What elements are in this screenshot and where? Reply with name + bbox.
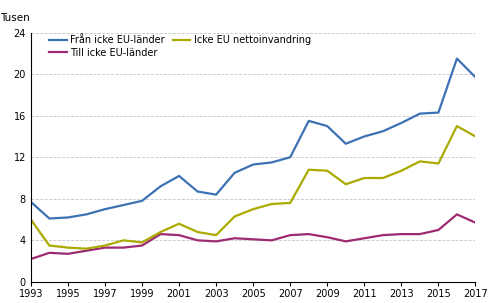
Från icke EU-länder [435,111,441,115]
Icke EU nettoinvandring [139,241,145,244]
Till icke EU-länder [380,233,386,237]
Icke EU nettoinvandring [380,176,386,180]
Från icke EU-länder [380,129,386,133]
Från icke EU-länder [232,171,238,175]
Icke EU nettoinvandring [399,169,404,173]
Till icke EU-länder [269,238,275,242]
Från icke EU-länder [343,142,349,145]
Till icke EU-länder [28,257,34,261]
Icke EU nettoinvandring [361,176,367,180]
Icke EU nettoinvandring [176,222,182,225]
Icke EU nettoinvandring [28,218,34,221]
Icke EU nettoinvandring [84,247,90,251]
Icke EU nettoinvandring [121,238,126,242]
Till icke EU-länder [324,235,330,239]
Till icke EU-länder [139,244,145,247]
Till icke EU-länder [472,221,478,225]
Icke EU nettoinvandring [306,168,312,171]
Till icke EU-länder [65,252,71,256]
Legend: Från icke EU-länder, Till icke EU-länder, Icke EU nettoinvandring: Från icke EU-länder, Till icke EU-länder… [49,35,311,58]
Icke EU nettoinvandring [472,135,478,138]
Till icke EU-länder [213,240,219,243]
Icke EU nettoinvandring [102,244,108,247]
Line: Icke EU nettoinvandring: Icke EU nettoinvandring [31,126,475,249]
Från icke EU-länder [269,161,275,164]
Från icke EU-länder [213,193,219,196]
Till icke EU-länder [250,238,256,241]
Från icke EU-länder [121,203,126,207]
Från icke EU-länder [306,119,312,123]
Till icke EU-länder [399,232,404,236]
Från icke EU-länder [176,174,182,178]
Till icke EU-länder [157,232,163,236]
Line: Från icke EU-länder: Från icke EU-länder [31,58,475,218]
Från icke EU-länder [250,163,256,166]
Från icke EU-länder [28,200,34,204]
Till icke EU-länder [417,232,423,236]
Till icke EU-länder [46,251,52,255]
Från icke EU-länder [84,212,90,216]
Icke EU nettoinvandring [454,124,460,128]
Från icke EU-länder [417,112,423,115]
Icke EU nettoinvandring [46,244,52,247]
Icke EU nettoinvandring [324,169,330,173]
Till icke EU-länder [306,232,312,236]
Från icke EU-länder [472,75,478,79]
Till icke EU-länder [454,212,460,216]
Till icke EU-länder [102,246,108,249]
Till icke EU-länder [232,236,238,240]
Från icke EU-länder [287,155,293,159]
Icke EU nettoinvandring [287,201,293,205]
Icke EU nettoinvandring [435,162,441,165]
Till icke EU-länder [195,238,201,242]
Line: Till icke EU-länder: Till icke EU-länder [31,214,475,259]
Icke EU nettoinvandring [343,182,349,186]
Till icke EU-länder [435,228,441,232]
Icke EU nettoinvandring [157,230,163,234]
Icke EU nettoinvandring [65,246,71,249]
Från icke EU-länder [454,57,460,60]
Från icke EU-länder [195,190,201,193]
Icke EU nettoinvandring [213,233,219,237]
Icke EU nettoinvandring [417,160,423,163]
Till icke EU-länder [84,249,90,252]
Från icke EU-länder [157,185,163,188]
Icke EU nettoinvandring [195,230,201,234]
Text: Tusen: Tusen [0,13,30,23]
Till icke EU-länder [343,240,349,243]
Från icke EU-länder [139,199,145,203]
Till icke EU-länder [121,246,126,249]
Till icke EU-länder [287,233,293,237]
Från icke EU-länder [324,124,330,128]
Från icke EU-länder [361,135,367,138]
Icke EU nettoinvandring [269,202,275,206]
Från icke EU-länder [65,216,71,219]
Från icke EU-länder [102,207,108,211]
Icke EU nettoinvandring [232,215,238,218]
Till icke EU-länder [176,233,182,237]
Från icke EU-länder [399,121,404,125]
Icke EU nettoinvandring [250,207,256,211]
Till icke EU-länder [361,236,367,240]
Från icke EU-länder [46,217,52,220]
